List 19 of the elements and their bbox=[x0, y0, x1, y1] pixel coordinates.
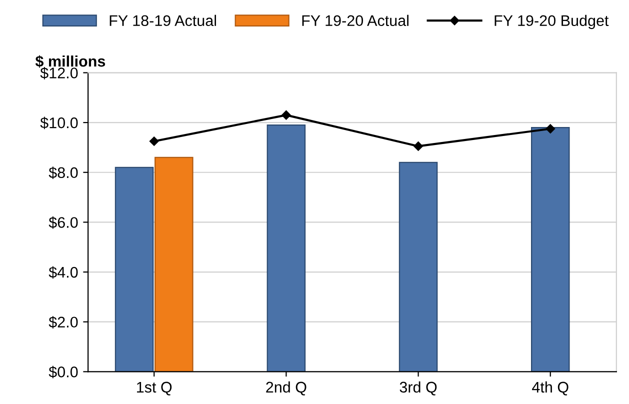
legend-label: FY 19-20 Actual bbox=[302, 14, 408, 26]
point bbox=[414, 142, 423, 151]
point bbox=[282, 110, 291, 120]
point bbox=[149, 136, 159, 146]
x-tick-label: 4th Q bbox=[532, 381, 568, 396]
x-tick-label: 1st Q bbox=[137, 382, 172, 396]
y-tick-label: $6.0 bbox=[48, 216, 78, 229]
y-tick-label: $2.0 bbox=[48, 316, 78, 328]
y-tick-label: $4.0 bbox=[48, 266, 78, 279]
y-tick-label: $10.0 bbox=[40, 116, 78, 130]
point bbox=[546, 124, 555, 134]
x-tick-label: 3rd Q bbox=[400, 381, 437, 396]
x-tick-label: 2nd Q bbox=[266, 381, 306, 396]
y-axis-title: $ millions bbox=[35, 55, 106, 68]
y-tick-label: $0.0 bbox=[48, 366, 78, 378]
legend-label: FY 18-19 Actual bbox=[110, 14, 216, 26]
y-tick-label: $8.0 bbox=[48, 166, 78, 179]
legend-label: FY 19-20 Budget bbox=[494, 14, 609, 30]
y-tick-label: $12.0 bbox=[40, 66, 78, 80]
